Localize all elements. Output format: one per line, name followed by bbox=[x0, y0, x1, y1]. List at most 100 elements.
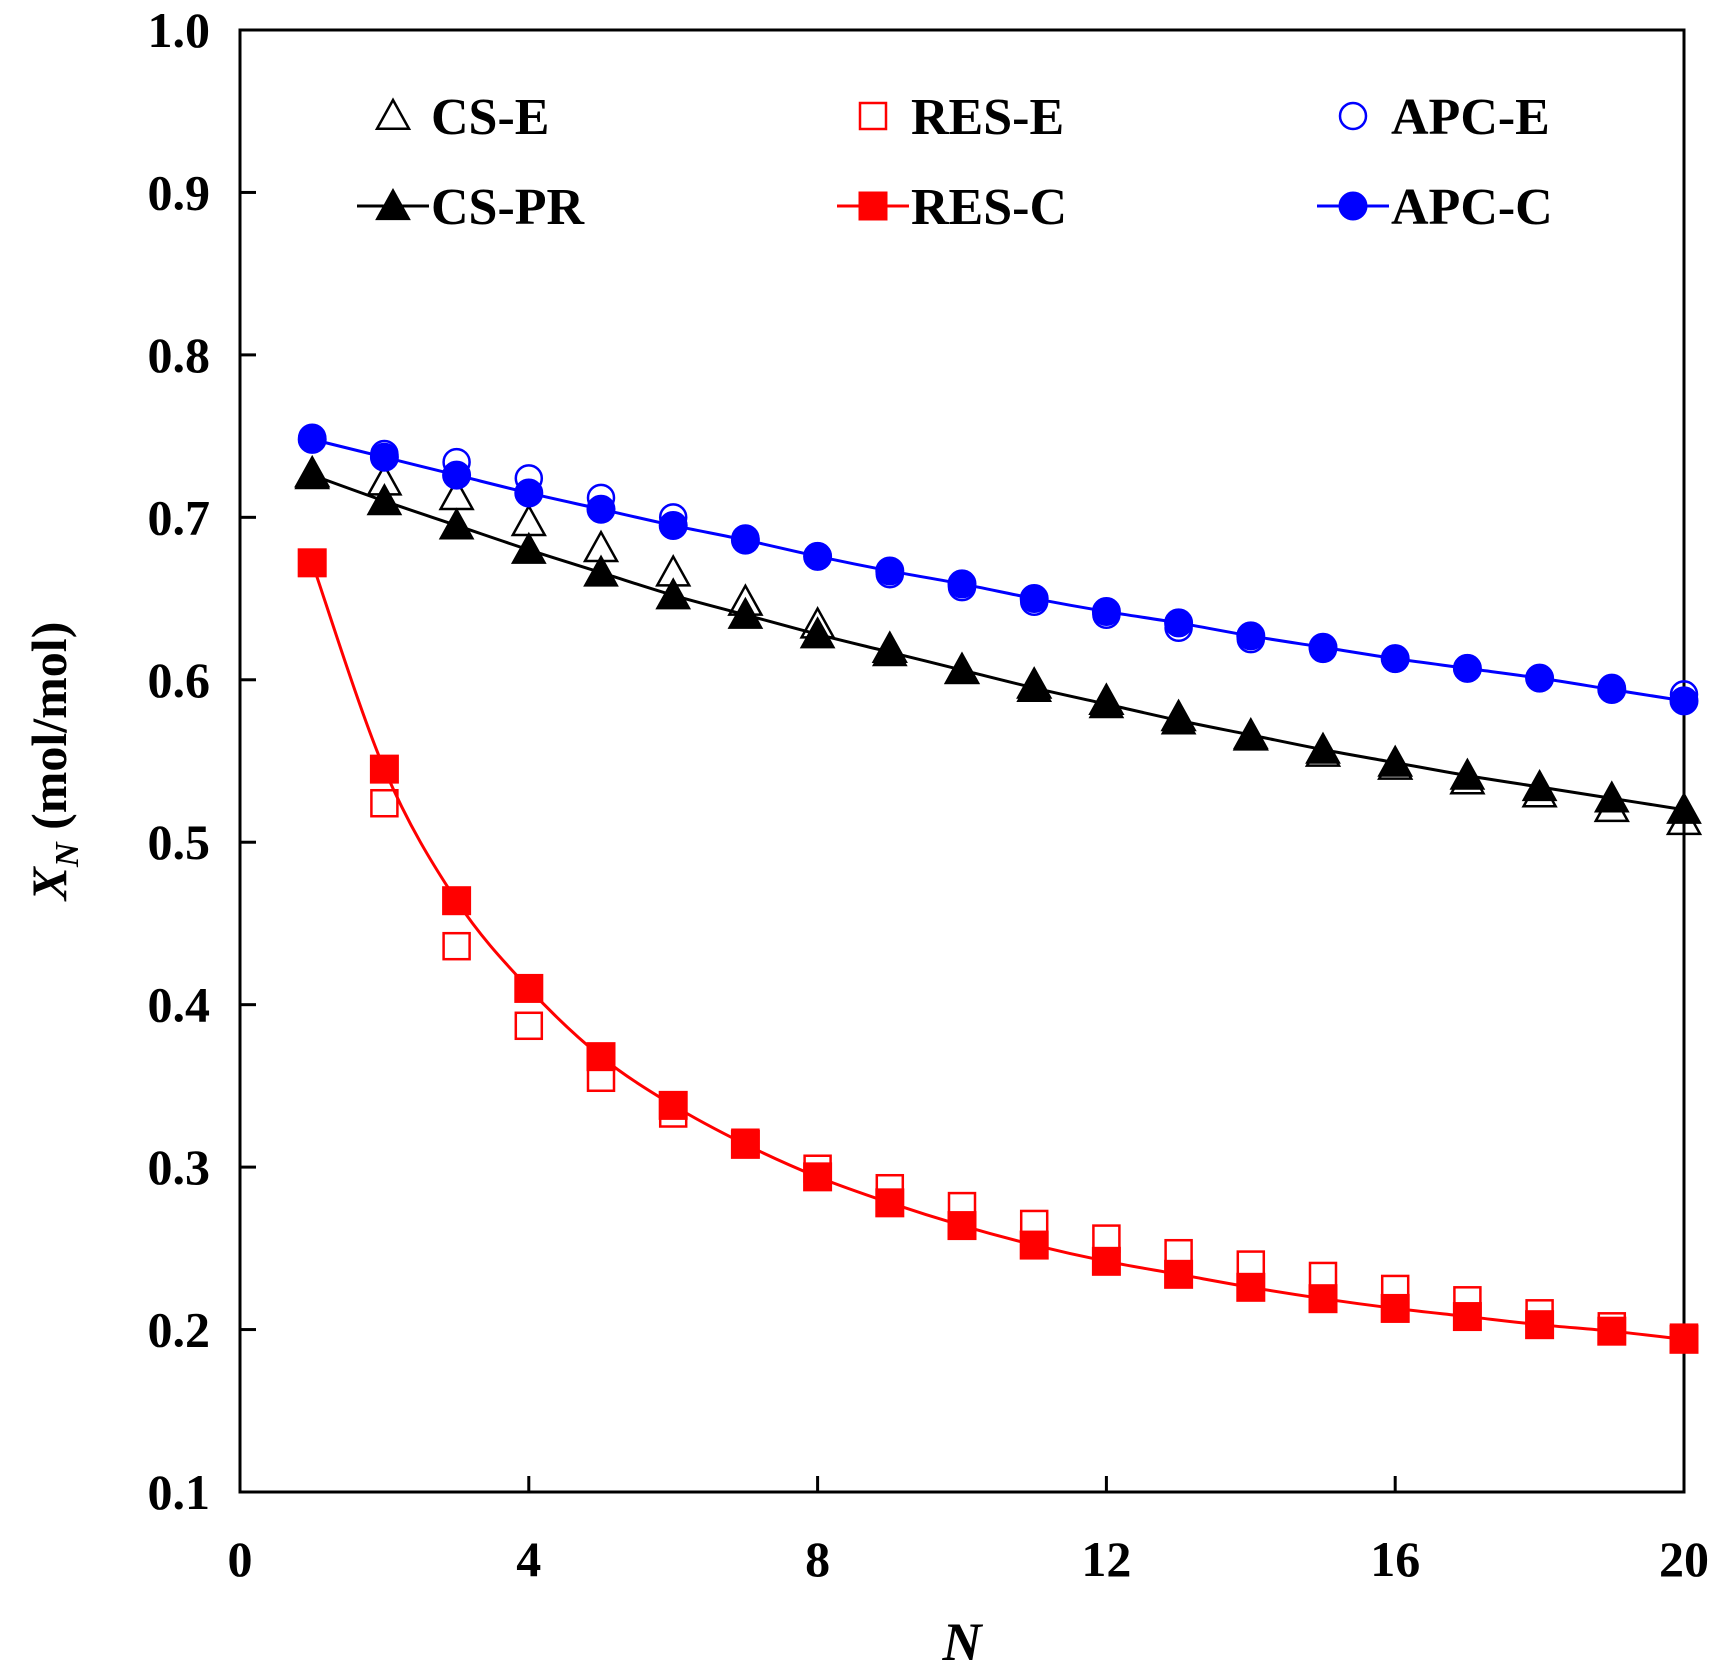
data-point-res-c bbox=[1597, 1316, 1627, 1346]
legend-marker bbox=[374, 97, 412, 131]
data-point-apc-c bbox=[1597, 675, 1627, 705]
data-point-cs-pr bbox=[583, 554, 619, 587]
data-point-res-c bbox=[1380, 1293, 1410, 1323]
data-point-res-c bbox=[730, 1129, 760, 1159]
legend-item-res-c: RES-C bbox=[837, 179, 1067, 236]
series-markers bbox=[294, 423, 1703, 1354]
x-tick-label: 20 bbox=[1659, 1531, 1709, 1587]
legend-item-res-e: RES-E bbox=[858, 89, 1064, 146]
legend-item-cs-e: CS-E bbox=[374, 89, 549, 146]
data-point-apc-c bbox=[1019, 584, 1049, 614]
legend-marker bbox=[858, 101, 888, 131]
x-tick-label: 16 bbox=[1370, 1531, 1420, 1587]
plot-frame bbox=[238, 28, 1686, 1494]
data-point-res-c bbox=[1669, 1324, 1699, 1354]
x-tick-label: 12 bbox=[1081, 1531, 1131, 1587]
data-point-res-c bbox=[1525, 1310, 1555, 1340]
data-point-apc-c bbox=[1525, 663, 1555, 693]
data-point-cs-pr bbox=[1521, 768, 1558, 802]
data-point-apc-c bbox=[1308, 632, 1338, 662]
x-tick-label: 0 bbox=[228, 1531, 253, 1587]
data-point-cs-pr bbox=[294, 457, 331, 490]
legend-label: CS-PR bbox=[431, 179, 586, 236]
y-tick-label: 0.9 bbox=[148, 164, 211, 220]
data-point-res-c bbox=[803, 1162, 833, 1192]
legend-item-apc-e: APC-E bbox=[1338, 89, 1550, 146]
x-tick-label: 8 bbox=[805, 1531, 830, 1587]
data-point-apc-c bbox=[442, 460, 472, 490]
data-point-apc-c bbox=[369, 442, 399, 472]
data-point-cs-pr bbox=[1088, 686, 1125, 719]
data-point-apc-c bbox=[297, 424, 327, 454]
data-point-res-c bbox=[1164, 1259, 1194, 1289]
data-point-cs-pr bbox=[366, 483, 403, 516]
data-point-cs-pr bbox=[1377, 744, 1414, 777]
y-axis-label-unit: (mol/mol) bbox=[21, 622, 77, 843]
data-point-res-c bbox=[1019, 1230, 1049, 1260]
y-tick-label: 0.5 bbox=[148, 814, 211, 870]
legend-label: CS-E bbox=[431, 89, 549, 146]
data-point-apc-c bbox=[875, 556, 905, 586]
y-tick-label: 0.2 bbox=[148, 1302, 211, 1358]
data-point-apc-c bbox=[1452, 653, 1482, 683]
y-tick-label: 0.8 bbox=[148, 327, 211, 383]
y-tick-label: 0.6 bbox=[148, 652, 211, 708]
y-tick-label: 1.0 bbox=[148, 2, 211, 58]
data-point-res-c bbox=[875, 1188, 905, 1218]
data-point-apc-c bbox=[658, 510, 688, 540]
series-lines bbox=[310, 437, 1685, 1341]
data-point-cs-pr bbox=[799, 616, 836, 649]
data-point-res-c bbox=[297, 548, 327, 578]
data-point-res-c bbox=[658, 1090, 688, 1120]
data-point-res-c bbox=[514, 973, 544, 1003]
data-point-cs-pr bbox=[1232, 716, 1269, 750]
data-point-apc-c bbox=[1236, 621, 1266, 651]
data-point-res-c bbox=[1308, 1284, 1338, 1314]
data-point-cs-e bbox=[510, 503, 547, 537]
data-point-res-c bbox=[1452, 1302, 1482, 1332]
x-tick-label: 4 bbox=[516, 1531, 541, 1587]
data-point-res-c bbox=[586, 1042, 616, 1072]
data-point-cs-pr bbox=[510, 531, 547, 564]
axis-ticks bbox=[238, 28, 1686, 1494]
data-point-res-c bbox=[947, 1211, 977, 1241]
data-point-apc-c bbox=[947, 569, 977, 599]
data-point-apc-c bbox=[1091, 597, 1121, 627]
legend-label: RES-E bbox=[911, 89, 1064, 146]
y-axis-label: XN (mol/mol) bbox=[21, 622, 86, 903]
data-point-cs-pr bbox=[871, 634, 908, 667]
y-axis-label-main: X bbox=[21, 865, 77, 902]
data-point-cs-pr bbox=[1160, 702, 1197, 735]
data-point-apc-c bbox=[1164, 608, 1194, 638]
legend-label: APC-C bbox=[1391, 179, 1553, 236]
data-point-res-e bbox=[370, 788, 399, 818]
data-point-cs-pr bbox=[1016, 669, 1053, 702]
data-point-cs-pr bbox=[438, 507, 475, 540]
data-point-cs-pr bbox=[944, 652, 980, 685]
data-point-cs-pr bbox=[1305, 731, 1341, 764]
data-point-apc-c bbox=[803, 541, 833, 571]
data-point-res-e bbox=[514, 1011, 544, 1041]
legend-item-cs-pr: CS-PR bbox=[357, 179, 586, 236]
data-point-res-c bbox=[1091, 1246, 1121, 1276]
data-point-res-c bbox=[369, 754, 399, 784]
data-point-apc-c bbox=[730, 525, 760, 555]
x-axis-label: N bbox=[942, 1612, 984, 1672]
y-tick-label: 0.3 bbox=[148, 1139, 211, 1195]
y-tick-label: 0.1 bbox=[148, 1464, 211, 1520]
data-point-res-c bbox=[442, 886, 472, 916]
y-axis-label-sub: N bbox=[49, 841, 86, 868]
data-point-cs-pr bbox=[1593, 780, 1630, 813]
legend-item-apc-c: APC-C bbox=[1317, 179, 1553, 236]
legend-marker bbox=[1338, 101, 1368, 131]
legend-marker bbox=[375, 187, 411, 221]
y-tick-label: 0.4 bbox=[148, 977, 211, 1033]
y-tick-label: 0.7 bbox=[148, 489, 211, 545]
legend-label: RES-C bbox=[911, 179, 1067, 236]
tick-labels: 0.1 0.2 0.3 0.4 0.5 0.6 0.7 0.8 0.9 1.0 0 4 8 12 16 20 bbox=[148, 2, 1710, 1587]
data-point-apc-c bbox=[586, 494, 616, 524]
data-point-res-c bbox=[1236, 1272, 1266, 1302]
legend: CS-E RES-E APC-E CS-PR RES-C APC-C bbox=[357, 89, 1553, 236]
data-point-apc-c bbox=[514, 478, 544, 508]
